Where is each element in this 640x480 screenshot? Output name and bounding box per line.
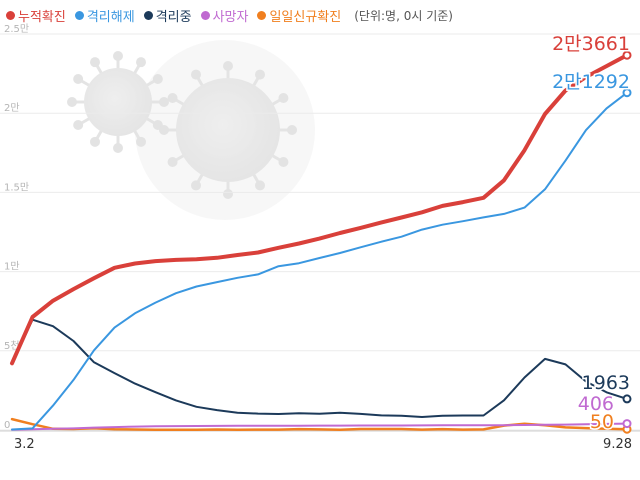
legend: 누적확진 격리해제 격리중 사망자 일일신규확진 (단위:명, 0시 기준) — [6, 5, 453, 25]
y-tick-label: 2만 — [4, 102, 20, 114]
series-end-point — [622, 50, 632, 60]
end-value-label: 2만1292 — [552, 71, 630, 93]
y-tick-label: 5천 — [4, 340, 20, 352]
virus-spike-tip — [73, 120, 84, 130]
virus-spike-tip — [159, 125, 169, 135]
y-tick-label: 1만 — [4, 261, 20, 273]
virus-body — [176, 78, 280, 182]
virus-spike-tip — [113, 51, 123, 61]
virus-illustration — [67, 40, 315, 220]
virus-spike-tip — [152, 74, 163, 84]
legend-swatch — [257, 10, 267, 20]
legend-label: 누적확진 — [18, 9, 66, 25]
legend-label: 일일신규확진 — [269, 9, 342, 25]
series-line — [11, 422, 628, 431]
virus-spike-tip — [255, 180, 265, 191]
virus-spike-tip — [136, 136, 146, 147]
legend-label: 격리중 — [155, 9, 192, 25]
virus-spike-tip — [67, 97, 77, 107]
virus-spike-tip — [159, 97, 169, 107]
virus-spike-tip — [223, 189, 233, 199]
virus-spike-tip — [191, 180, 201, 191]
y-tick-label: 2.5만 — [4, 23, 29, 35]
virus-spike-tip — [73, 74, 84, 84]
legend-item-isolated: 격리중 — [143, 6, 192, 25]
virus-spike-tip — [287, 125, 297, 135]
virus-spike-tip — [136, 57, 146, 68]
legend-item-deaths: 사망자 — [200, 6, 249, 25]
series-end-point — [622, 419, 632, 429]
virus-spike-tip — [167, 157, 178, 167]
end-value-label: 1963 — [582, 372, 630, 394]
legend-item-cumulative: 누적확진 — [6, 6, 66, 25]
virus-spike-tip — [278, 157, 289, 167]
x-axis-ticks: 3.2 9.28 — [14, 437, 632, 452]
end-value-label: 2만3661 — [552, 33, 630, 55]
x-tick-label: 3.2 — [14, 437, 35, 452]
legend-item-daily-new: 일일신규확진 — [257, 6, 341, 25]
series-line — [10, 417, 629, 432]
virus-spike-tip — [278, 93, 289, 103]
legend-swatch — [74, 10, 84, 20]
legend-item-released: 격리해제 — [74, 6, 135, 25]
legend-swatch — [200, 10, 210, 20]
virus-spike-tip — [223, 61, 233, 71]
series-lines — [10, 50, 632, 434]
y-tick-label: 0 — [4, 420, 10, 431]
end-value-label: 406 — [578, 393, 614, 415]
legend-swatch — [6, 10, 15, 20]
virus-spike-tip — [113, 143, 123, 153]
series-line — [11, 318, 628, 418]
end-value-label: 50 — [590, 411, 614, 433]
unit-note: (단위:명, 0시 기준) — [354, 8, 453, 23]
virus-spike-tip — [90, 136, 100, 147]
y-axis-ticks: 0 5천 1만 1.5만 2만 2.5만 — [4, 23, 29, 431]
series-line — [11, 91, 628, 431]
x-tick-label: 9.28 — [603, 437, 632, 452]
virus-body — [84, 68, 152, 136]
virus-spike-tip — [90, 57, 100, 68]
virus-spike-tip — [255, 69, 265, 80]
legend-label: 격리해제 — [86, 9, 135, 25]
series-line — [10, 53, 629, 366]
series-end-point — [622, 88, 632, 98]
virus-spike-tip — [191, 69, 201, 80]
virus-spike-tip — [167, 93, 178, 103]
legend-label: 사망자 — [212, 9, 249, 25]
y-tick-label: 1.5만 — [4, 181, 29, 193]
legend-swatch — [143, 10, 153, 20]
series-end-point — [622, 394, 632, 404]
